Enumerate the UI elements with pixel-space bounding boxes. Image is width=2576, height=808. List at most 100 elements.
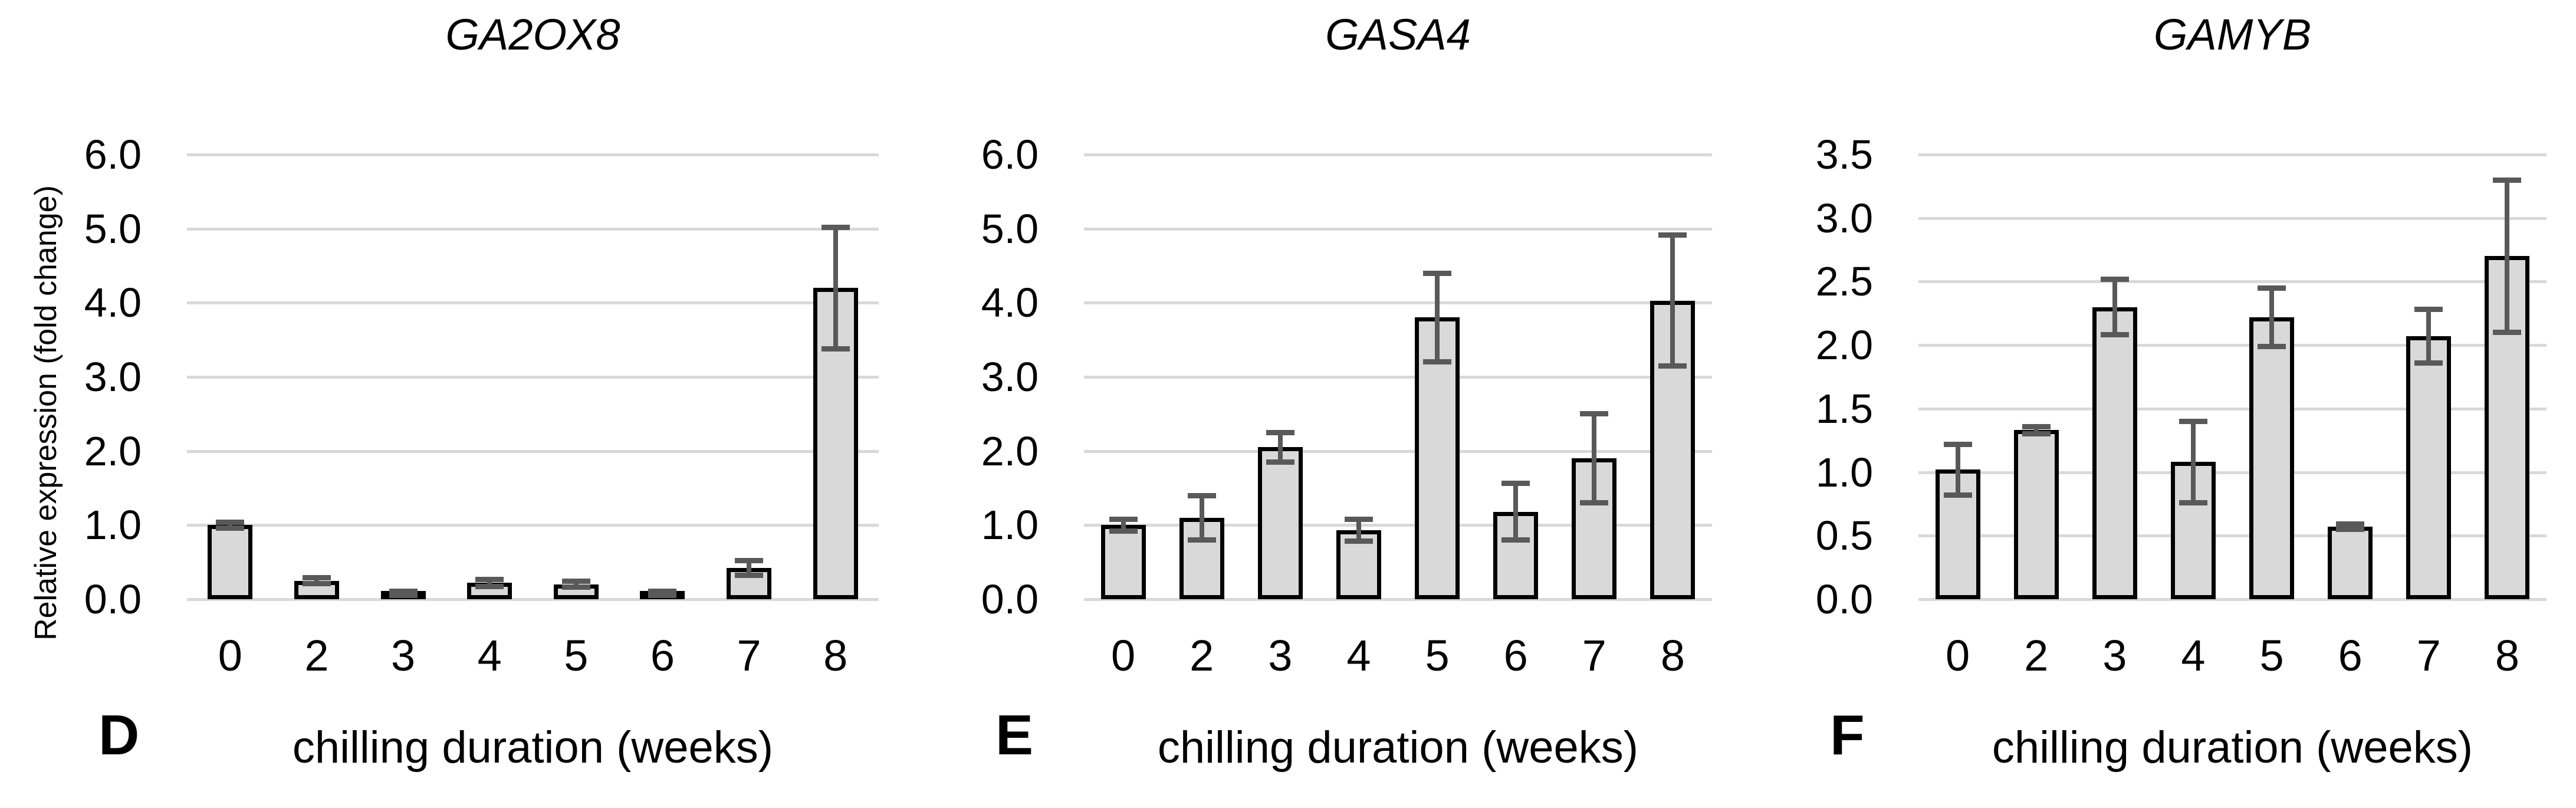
gridline [1918, 344, 2547, 347]
error-bar-cap [2179, 418, 2207, 424]
y-tick-label: 0.0 [1815, 576, 1873, 622]
error-bar-cap [2336, 521, 2365, 527]
error-bar-cap [2179, 500, 2207, 505]
error-bar-cap [2414, 360, 2443, 366]
error-bar-line [2033, 426, 2039, 434]
y-tick-label: 5.0 [84, 205, 142, 252]
gridline [1084, 449, 1712, 453]
gridline [1918, 216, 2547, 220]
gridline [1918, 280, 2547, 284]
error-bar-cap [1501, 481, 1530, 487]
plot-area [1084, 153, 1712, 601]
error-bar-line [747, 560, 752, 576]
x-tick-label: 8 [2495, 631, 2520, 680]
gridline [1084, 598, 1712, 601]
error-bar-cap [1266, 429, 1294, 435]
error-bar-cap [2493, 177, 2522, 183]
gridline [1918, 471, 2547, 474]
error-bar-cap [1423, 359, 1452, 365]
y-tick-label: 3.0 [84, 354, 142, 400]
x-tick-label: 7 [1582, 631, 1606, 680]
y-tick-label: 1.0 [1815, 449, 1873, 495]
y-tick-label: 5.0 [981, 205, 1039, 252]
error-bar-cap [2022, 431, 2051, 437]
error-bar-cap [735, 573, 764, 579]
gridline [1084, 376, 1712, 379]
gridline [187, 227, 879, 231]
gridline [1918, 598, 2547, 601]
x-tick-label: 6 [2338, 631, 2363, 680]
x-tick-label: 0 [218, 631, 242, 680]
error-bar-cap [2258, 343, 2286, 349]
gridline [187, 598, 879, 601]
error-bar-line [2112, 279, 2117, 335]
error-bar-cap [821, 346, 850, 352]
x-tick-label: 2 [2024, 631, 2049, 680]
chart-title: GA2OX8 [445, 10, 620, 59]
error-bar-line [228, 522, 233, 528]
error-bar-cap [389, 593, 418, 599]
x-tick-label: 5 [2259, 631, 2284, 680]
bar-week-0 [208, 525, 253, 599]
bar-week-5 [2249, 317, 2295, 599]
y-tick-label: 6.0 [981, 132, 1039, 178]
error-bar-line [314, 577, 319, 584]
error-bar-cap [1658, 363, 1687, 369]
x-axis-label: chilling duration (weeks) [1157, 722, 1639, 773]
error-bar-line [2269, 288, 2275, 347]
y-tick-label: 3.0 [981, 354, 1039, 400]
plot-area [187, 153, 879, 601]
error-bar-line [1356, 519, 1361, 541]
error-bar-cap [735, 558, 764, 564]
error-bar-cap [648, 593, 677, 599]
y-tick-label: 0.0 [84, 576, 142, 622]
error-bar-cap [302, 575, 331, 581]
gridline [187, 376, 879, 379]
gridline [187, 301, 879, 305]
y-tick-label: 0.5 [1815, 513, 1873, 559]
gridline [1084, 301, 1712, 305]
y-tick-label: 1.0 [981, 502, 1039, 548]
error-bar-cap [1187, 492, 1216, 498]
bar-week-3 [1257, 447, 1303, 599]
error-bar-cap [2022, 423, 2051, 429]
error-bar-cap [561, 584, 590, 590]
bar-week-2 [2013, 430, 2059, 599]
bar-week-7 [2406, 336, 2452, 599]
chart-title: GAMYB [2153, 10, 2312, 59]
x-axis-label: chilling duration (weeks) [292, 722, 774, 773]
error-bar-cap [216, 519, 245, 525]
y-tick-label: 6.0 [84, 132, 142, 178]
error-bar-cap [1187, 537, 1216, 543]
error-bar-cap [389, 588, 418, 594]
error-bar-cap [2258, 285, 2286, 291]
error-bar-line [1121, 519, 1126, 531]
gridline [187, 153, 879, 156]
gridline [1084, 153, 1712, 156]
x-tick-label: 7 [2416, 631, 2441, 680]
x-tick-label: 2 [1190, 631, 1214, 680]
error-bar-line [1670, 235, 1675, 366]
error-bar-line [2190, 421, 2196, 503]
y-tick-label: 0.0 [981, 576, 1039, 622]
bar-week-3 [2092, 307, 2137, 599]
x-tick-label: 3 [2102, 631, 2127, 680]
error-bar-line [1277, 432, 1283, 462]
x-tick-label: 4 [1346, 631, 1371, 680]
gridline [1918, 153, 2547, 156]
x-tick-label: 3 [390, 631, 416, 680]
x-tick-label: 2 [304, 631, 329, 680]
y-tick-label: 3.5 [1815, 132, 1873, 178]
error-bar-cap [2493, 330, 2522, 336]
error-bar-cap [1344, 538, 1373, 544]
bar-week-6 [2328, 527, 2373, 599]
error-bar-line [2426, 309, 2432, 363]
panel-letter: E [995, 704, 1034, 767]
error-bar-line [2505, 180, 2510, 333]
y-tick-label: 2.0 [84, 428, 142, 474]
y-tick-label: 4.0 [981, 280, 1039, 326]
error-bar-cap [1266, 459, 1294, 465]
